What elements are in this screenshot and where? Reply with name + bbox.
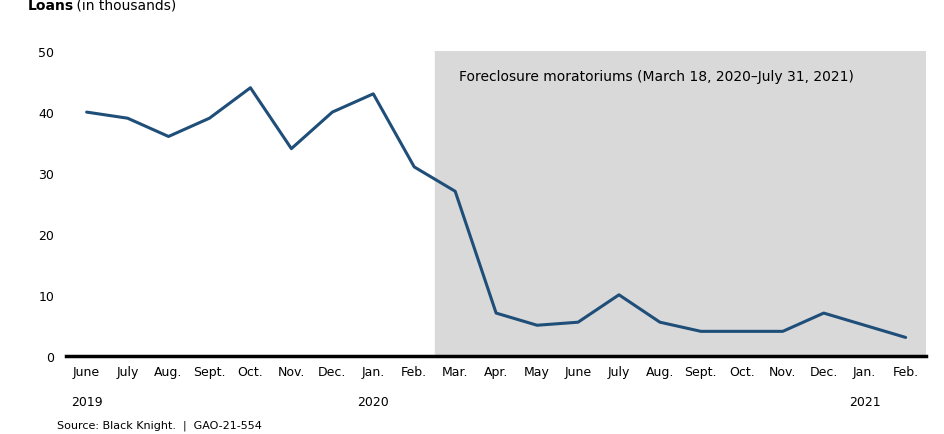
Text: Foreclosure moratoriums (March 18, 2020–July 31, 2021): Foreclosure moratoriums (March 18, 2020–… [459, 70, 853, 84]
Bar [434, 52, 925, 356]
Text: 2020: 2020 [357, 395, 389, 408]
Text: (in thousands): (in thousands) [72, 0, 177, 13]
Text: 2021: 2021 [848, 395, 880, 408]
Text: Loans: Loans [27, 0, 74, 13]
Text: 2019: 2019 [71, 395, 102, 408]
Text: Source: Black Knight.  |  GAO-21-554: Source: Black Knight. | GAO-21-554 [57, 419, 261, 430]
